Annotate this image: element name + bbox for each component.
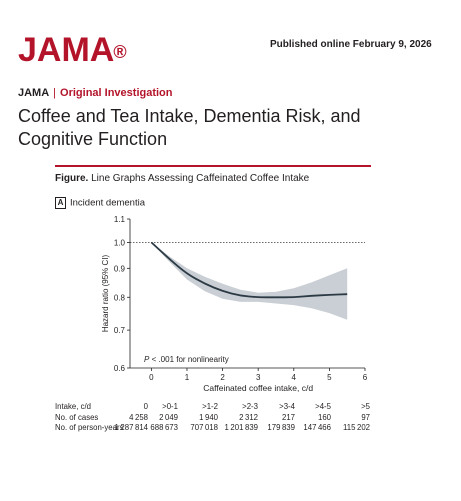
figure-caption: Figure. Line Graphs Assessing Caffeinate… [55,173,309,184]
risk-table-cell: 2 049 [159,412,178,422]
nonlinearity-annotation: P < .001 for nonlinearity [144,355,229,364]
jama-logo: JAMA® [18,31,127,69]
risk-table-cell: 115 202 [343,423,370,432]
figure-caption-text: Line Graphs Assessing Caffeinated Coffee… [91,173,310,184]
risk-table-cell: >2-3 [242,402,258,411]
risk-table-cell: 4 258 [129,412,148,422]
risk-table-cell: 2 312 [239,412,258,422]
article-section: JAMA | Original Investigation [18,87,173,99]
y-tick-label: 1.0 [114,238,126,247]
risk-table-cell: 1 287 814 [114,423,148,432]
x-tick-label: 5 [327,373,332,382]
risk-table-cell: 97 [361,412,370,422]
risk-table-cell: >1-2 [202,402,218,411]
p-symbol: P [144,355,150,364]
risk-table-cell: 147 466 [303,423,331,432]
risk-table-cell: 688 673 [150,423,178,432]
panel-letter: A [55,197,66,209]
risk-table-row-label: Intake, c/d [55,402,91,411]
figure-label: Figure. [55,173,89,184]
x-tick-label: 6 [363,373,368,382]
risk-table-cell: 1 201 839 [224,423,258,432]
risk-table-row-label: No. of cases [55,412,99,422]
x-tick-label: 2 [220,373,225,382]
confidence-band [151,242,348,320]
risk-table-cell: >4-5 [315,402,331,411]
figure-rule [55,165,371,167]
journal-name: JAMA [18,87,50,99]
risk-table-cell: 179 839 [267,423,295,432]
y-tick-label: 0.6 [114,364,126,373]
panel-title: Incident dementia [70,197,145,209]
y-tick-label: 1.1 [114,215,126,224]
x-tick-label: 4 [292,373,297,382]
p-value-text: < .001 for nonlinearity [149,355,228,364]
x-tick-label: 1 [185,373,190,382]
risk-table-cell: 0 [143,402,148,411]
article-type: Original Investigation [60,87,173,99]
risk-table-cell: >0-1 [162,402,178,411]
risk-table-cell: >3-4 [279,402,295,411]
hazard-ratio-line [150,241,348,299]
panel-header: A Incident dementia [55,197,145,209]
section-separator: | [53,87,57,99]
x-axis-label: Caffeinated coffee intake, c/d [203,383,313,393]
risk-table-row-label: No. of person-years [55,423,124,432]
article-title: Coffee and Tea Intake, Dementia Risk, an… [18,106,361,149]
y-tick-label: 0.7 [114,326,126,335]
y-axis-label: Hazard ratio (95% CI) [101,254,110,332]
y-tick-label: 0.8 [114,293,126,302]
risk-table-cell: 1 940 [199,412,218,422]
x-tick-label: 3 [256,373,261,382]
x-tick-label: 0 [149,373,154,382]
risk-table-cell: 160 [317,412,331,422]
publication-date: Published online February 9, 2026 [270,39,432,50]
risk-table-cell: 707 018 [190,423,218,432]
risk-table-cell: >5 [361,402,370,411]
risk-table-cell: 217 [281,412,295,422]
y-tick-label: 0.9 [114,264,126,273]
